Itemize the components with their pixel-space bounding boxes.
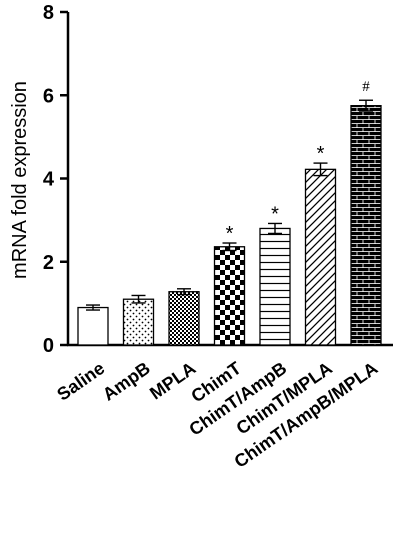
y-tick-label: 4	[43, 169, 55, 191]
bars: * * * #	[77, 79, 382, 346]
bar-chimt-ampb	[259, 227, 291, 346]
y-tick-label: 8	[43, 2, 54, 24]
bar-chimt-mpla	[304, 168, 337, 346]
y-tick-label: 2	[43, 252, 54, 274]
bar-chimt-ampb-mpla	[350, 105, 382, 346]
significance-marker: *	[317, 143, 325, 165]
significance-marker: *	[271, 203, 279, 225]
x-axis-labels: SalineAmpBMPLAChimTChimT/AmpBChimT/MPLAC…	[53, 358, 381, 472]
bar-mpla	[168, 291, 200, 346]
bar-saline	[77, 306, 109, 346]
axes: 0 2 4 6 8	[43, 2, 393, 357]
y-tick-label: 0	[43, 335, 54, 357]
y-tick-label: 6	[43, 85, 54, 107]
bar-chimt	[213, 246, 246, 346]
bar-ampb	[122, 298, 155, 346]
significance-marker: #	[362, 79, 370, 95]
x-tick-label: AmpB	[99, 358, 154, 405]
y-axis-title: mRNA fold expression	[9, 81, 31, 279]
significance-marker: *	[226, 223, 234, 245]
x-tick-label: Saline	[53, 358, 108, 405]
